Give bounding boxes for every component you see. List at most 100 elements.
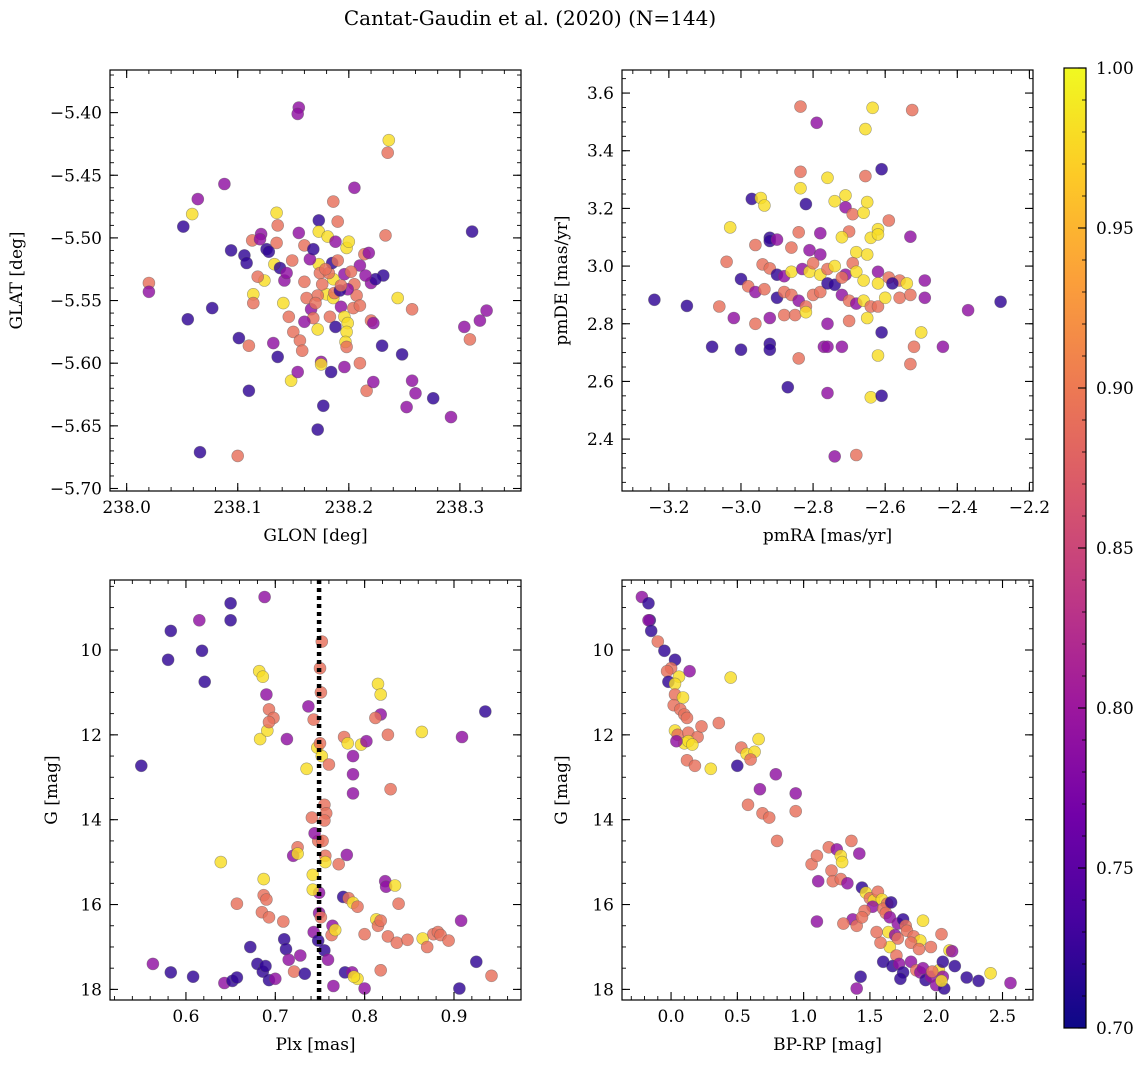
data-point [362,246,376,260]
y-tick-label: 18 [592,980,614,1000]
data-point [146,957,160,971]
data-point [803,243,816,257]
data-point [864,390,878,404]
data-point [315,277,329,291]
data-point [648,293,661,307]
data-point [242,384,256,398]
data-point [257,872,271,886]
data-point [644,624,658,638]
x-tick-label: −2.6 [865,498,906,518]
data-point [323,310,337,324]
data-point [374,688,388,701]
data-point [676,691,690,704]
data-point [392,897,405,911]
axes-frame [109,69,522,492]
data-point [688,759,702,773]
axes-frame [109,579,522,1001]
data-point [205,301,219,315]
data-point [266,336,280,350]
data-point [852,847,866,860]
data-point [276,296,290,310]
x-tick-label: −3.2 [648,498,689,518]
data-point [341,736,355,750]
data-point [984,966,997,980]
data-point [763,311,777,325]
data-point [298,315,311,329]
data-point [857,274,870,287]
data-point [642,596,655,610]
data-point [886,277,899,290]
data-point [860,248,874,261]
colorbar: 0.70 0.75 0.80 0.85 0.90 0.95 1.00 [1063,59,1134,1039]
y-axis-label: GLAT [deg] [7,231,27,329]
y-tick-label: −5.60 [50,354,102,374]
data-point [859,122,872,136]
data-point [810,849,824,863]
x-tick-label: 238.2 [324,498,373,518]
data-point [455,730,469,744]
data-point [860,311,874,325]
data-point [326,195,340,208]
data-point [280,266,293,280]
data-point [994,295,1007,309]
data-point [338,360,351,374]
data-point [295,344,309,358]
data-point [360,734,373,748]
data-point [925,965,939,978]
data-point [324,365,338,379]
data-point [374,963,388,977]
data-point [258,590,271,604]
data-point [351,900,364,914]
x-tick-label: 2.0 [923,1007,950,1027]
data-point [828,450,842,463]
y-axis-label: pmDE [mas/yr] [552,215,572,345]
scatter-points [635,590,1017,995]
data-point [262,910,276,924]
data-point [409,386,422,400]
data-point [329,235,342,248]
data-point [230,971,244,984]
data-point [302,700,315,713]
data-point [727,311,741,325]
data-point [924,940,938,954]
y-tick-label: 2.6 [587,372,614,392]
y-tick-label: 16 [80,896,102,916]
data-point [240,256,253,270]
data-point [846,207,860,221]
data-point [374,914,388,928]
data-point [342,235,356,248]
data-point [871,349,885,362]
data-point [875,162,888,176]
data-point [785,241,798,254]
data-point [291,107,305,121]
y-tick-label: 3.2 [587,199,614,219]
y-tick-label: 3.4 [587,142,614,162]
data-point [262,245,276,258]
data-point [849,265,863,279]
x-tick-label: 0.5 [724,1007,751,1027]
data-point [960,971,974,984]
data-point [420,940,434,954]
data-point [712,716,726,730]
data-point [835,855,849,869]
data-point [720,255,733,269]
x-tick-label: 2.5 [989,1007,1016,1027]
data-point [347,970,361,984]
data-point [381,930,395,943]
y-tick-label: 18 [80,980,102,1000]
data-point [379,229,392,242]
x-tick-label: 1.0 [790,1007,817,1027]
data-point [271,219,285,232]
data-point [193,613,206,627]
data-point [279,942,293,956]
data-point [391,291,405,305]
data-point [753,782,767,796]
data-point [835,340,849,354]
data-point [828,259,842,273]
data-point [381,728,395,742]
data-point [480,304,493,317]
data-point [794,181,807,195]
data-point [670,734,683,748]
x-tick-label: −2.4 [937,498,978,518]
data-point [891,932,905,945]
